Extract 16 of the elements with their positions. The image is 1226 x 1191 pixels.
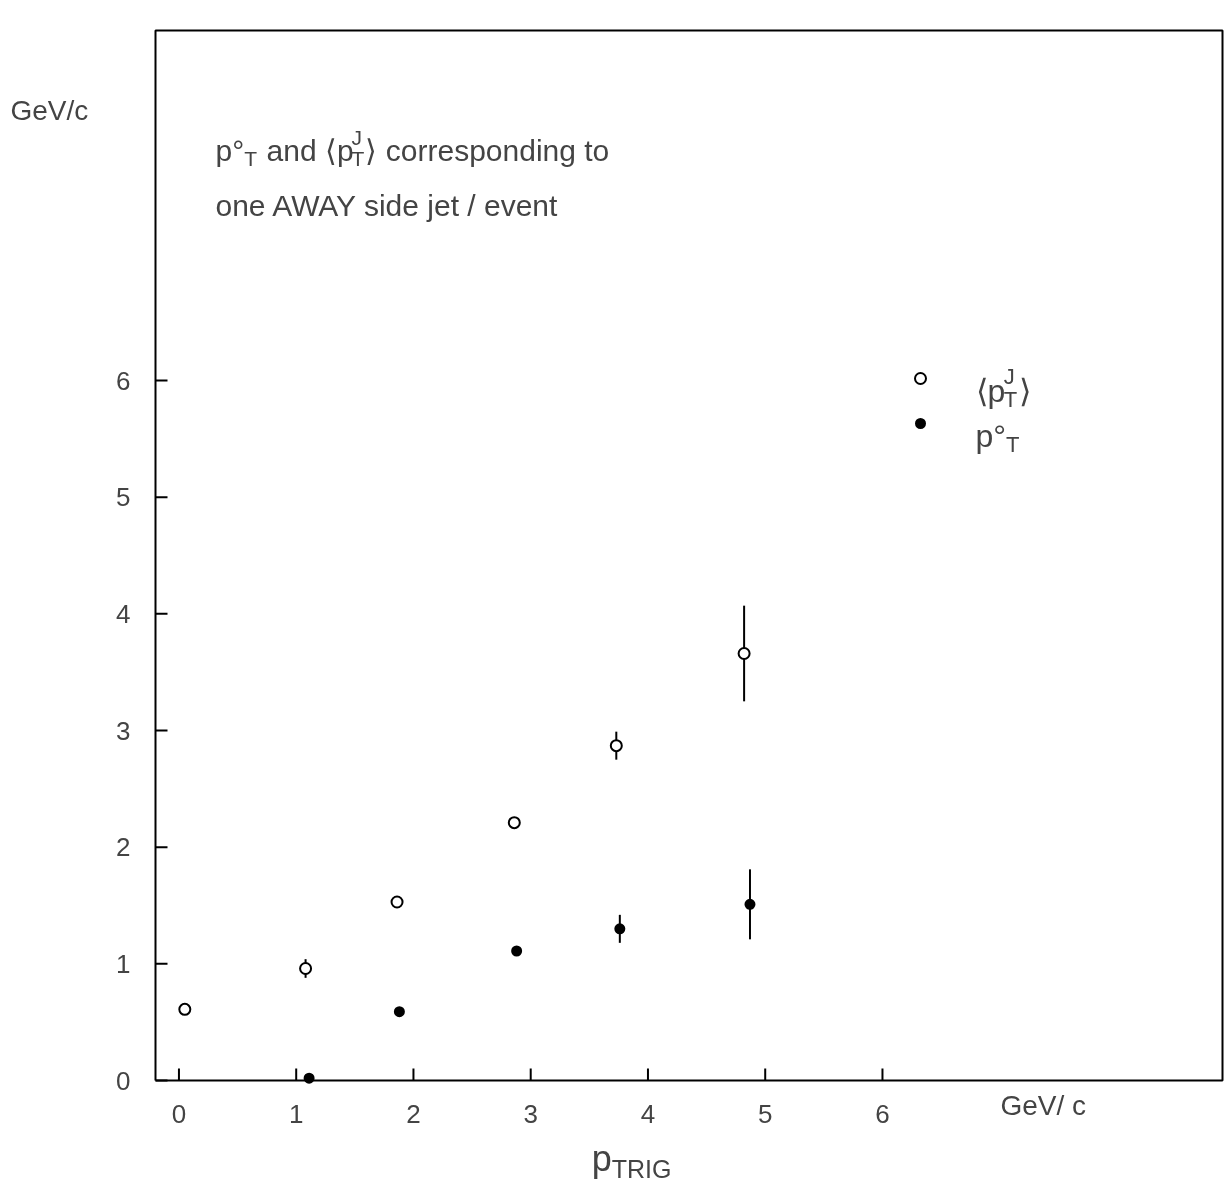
y-tick-label: 1 bbox=[116, 948, 131, 979]
x-tick-label: 3 bbox=[523, 1098, 538, 1129]
y-axis-title: GeV/c bbox=[10, 95, 89, 126]
text: GeV/ c bbox=[1000, 1090, 1087, 1121]
y-tick-label: 2 bbox=[116, 832, 131, 863]
x-tick-label: 4 bbox=[640, 1098, 656, 1129]
x-tick-label: 6 bbox=[875, 1098, 890, 1129]
y-tick-label: 5 bbox=[116, 482, 131, 513]
x-tick-label: 5 bbox=[757, 1098, 773, 1129]
y-tick-label: 0 bbox=[116, 1065, 131, 1096]
y-tick-label: 6 bbox=[116, 365, 131, 396]
x-tick-label: 2 bbox=[406, 1098, 421, 1129]
y-tick-label: 3 bbox=[116, 715, 131, 746]
y-tick-label: 4 bbox=[116, 598, 131, 629]
x-tick-label: 1 bbox=[288, 1098, 304, 1129]
x-tick-label: 0 bbox=[171, 1098, 187, 1129]
